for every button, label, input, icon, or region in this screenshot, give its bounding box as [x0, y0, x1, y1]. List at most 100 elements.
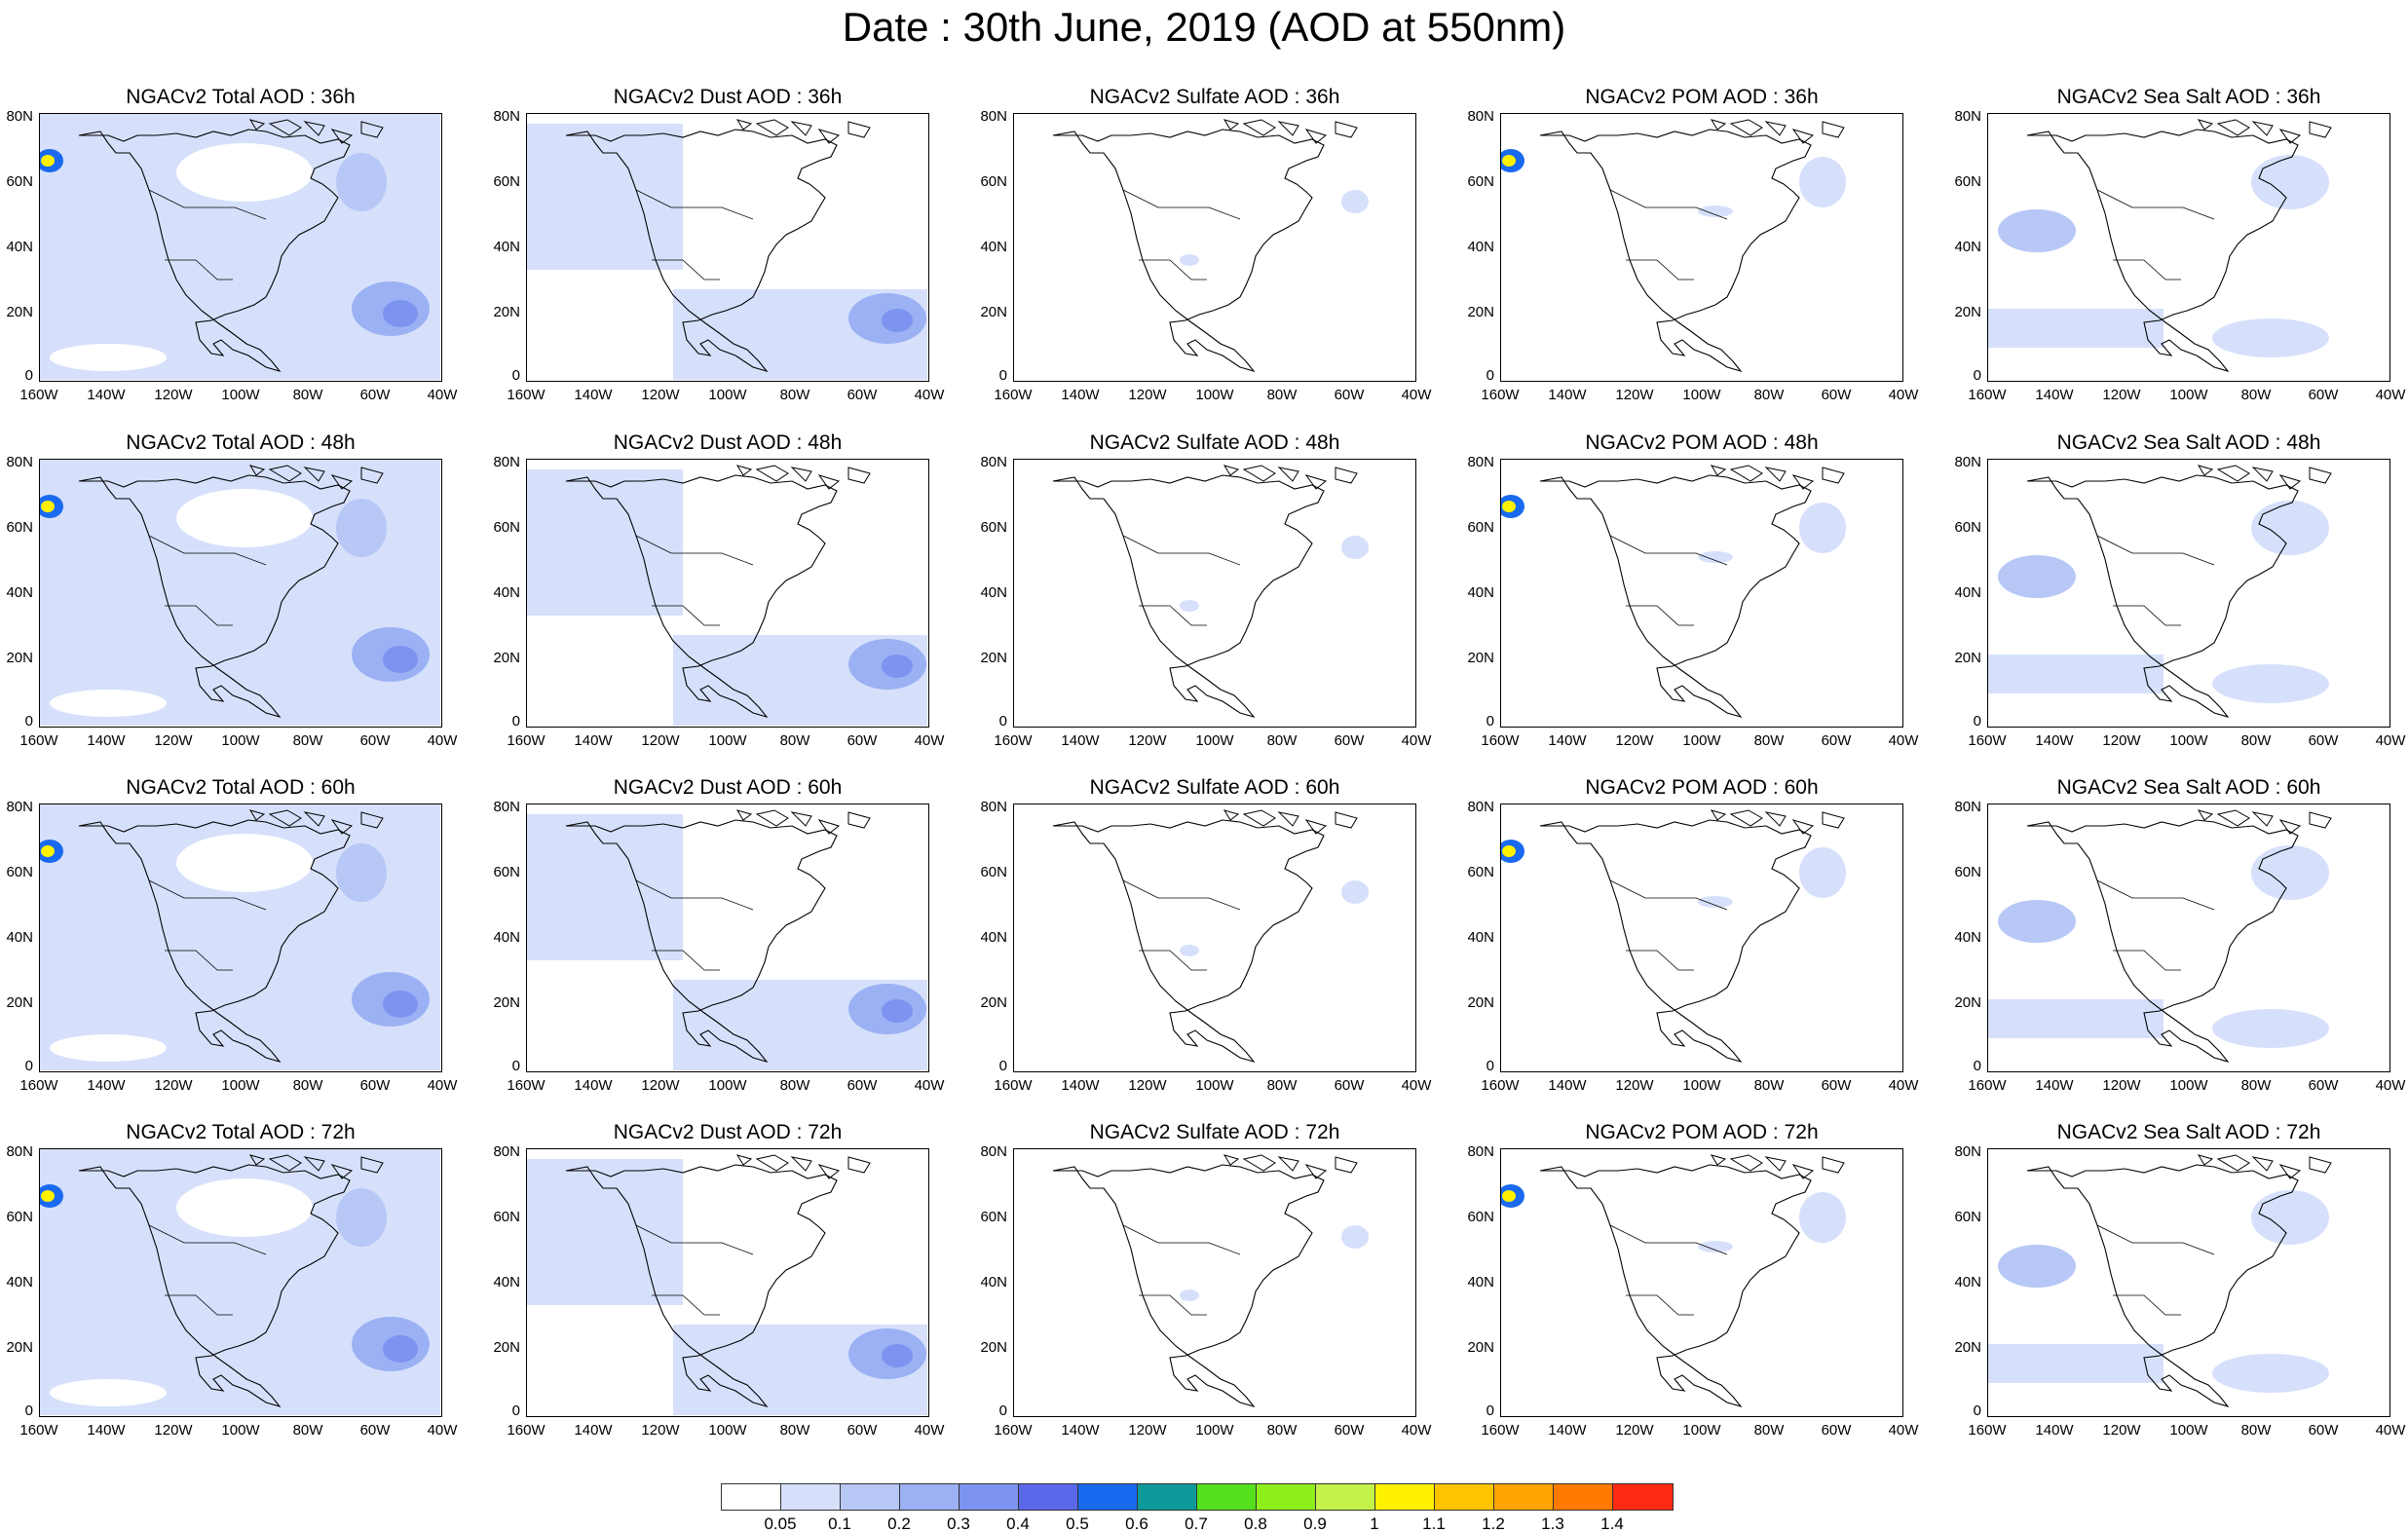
lat-label: 20N — [6, 304, 33, 320]
lon-label: 40W — [1888, 387, 1919, 403]
lon-label: 60W — [847, 1077, 878, 1094]
aod-map — [1988, 809, 2332, 1064]
lat-label: 0 — [1973, 713, 1981, 729]
arctic-islands — [248, 1154, 384, 1179]
lat-label: 40N — [6, 929, 33, 946]
lon-label: 140W — [574, 1422, 613, 1439]
lon-label: 40W — [914, 1422, 945, 1439]
lat-label: 80N — [6, 1143, 33, 1160]
lat-label: 80N — [1954, 108, 1981, 125]
colorbar-label: 0.5 — [1066, 1514, 1089, 1533]
country-borders — [1609, 1224, 1728, 1316]
lat-label: 80N — [1467, 454, 1494, 470]
aod-map — [40, 804, 440, 1070]
lon-label: 100W — [221, 387, 260, 403]
coastline — [565, 129, 838, 373]
lon-label: 120W — [2102, 732, 2141, 749]
colorbar-box — [1435, 1484, 1494, 1510]
lon-label: 60W — [847, 732, 878, 749]
lat-label: 80N — [6, 454, 33, 470]
aod-field-light — [1799, 157, 1846, 207]
lon-label: 140W — [2035, 1422, 2074, 1439]
lat-label: 60N — [980, 519, 1007, 536]
lat-label: 60N — [6, 864, 33, 880]
colorbar-box — [1613, 1484, 1673, 1510]
lat-label: 40N — [1954, 584, 1981, 601]
arctic-islands — [735, 809, 871, 835]
arctic-islands — [735, 119, 871, 144]
lon-label: 160W — [507, 732, 546, 749]
lon-label: 120W — [154, 1422, 193, 1439]
country-borders — [148, 189, 267, 280]
lat-label: 0 — [998, 367, 1007, 384]
map-panel-sulfate: NGACv2 Sulfate AOD : 36h 80N 60N 40N 20N 0 160… — [974, 86, 1431, 411]
coastline — [1052, 1164, 1325, 1408]
panel-title: NGACv2 Sulfate AOD : 72h — [1089, 1121, 1340, 1143]
lon-label: 80W — [292, 1422, 323, 1439]
aod-field-light — [2251, 501, 2329, 555]
lon-label: 80W — [2240, 387, 2272, 403]
aod-map — [40, 114, 440, 380]
lon-label: 140W — [574, 387, 613, 403]
map-panel-total: NGACv2 Total AOD : 60h 80N 60N 40N 20N 0 160W 1… — [0, 776, 457, 1102]
lat-label: 80N — [493, 799, 520, 815]
country-borders — [148, 879, 267, 971]
aod-map — [1501, 465, 1846, 719]
coastline — [1052, 474, 1325, 719]
aod-high-area — [882, 1344, 913, 1367]
panel-title: NGACv2 POM AOD : 36h — [1585, 86, 1819, 108]
coastline — [1539, 819, 1812, 1064]
coastline — [1539, 474, 1812, 719]
lon-label: 80W — [1753, 387, 1785, 403]
aod-plume-core — [1502, 501, 1516, 512]
aod-clear-area — [50, 1034, 167, 1062]
lon-label: 120W — [154, 732, 193, 749]
colorbar-box — [781, 1484, 841, 1510]
lon-label: 100W — [708, 1077, 747, 1094]
lat-label: 80N — [1954, 1143, 1981, 1160]
lon-label: 80W — [292, 732, 323, 749]
colorbar-box — [1138, 1484, 1197, 1510]
panel-title: NGACv2 Sea Salt AOD : 36h — [2056, 86, 2321, 108]
lon-label: 80W — [1753, 732, 1785, 749]
lat-label: 40N — [493, 1274, 520, 1290]
lon-label: 120W — [154, 387, 193, 403]
map-panel-dust: NGACv2 Dust AOD : 48h 80N 60N 40N 20N 0 160W 14… — [487, 431, 944, 757]
lat-label: 40N — [1954, 239, 1981, 255]
aod-map — [1988, 465, 2332, 719]
aod-plume-core — [1502, 155, 1516, 167]
map-frame — [1500, 113, 1903, 382]
lon-label: 140W — [574, 732, 613, 749]
panel-title: NGACv2 Sea Salt AOD : 72h — [2056, 1121, 2321, 1143]
aod-field-light — [1180, 1290, 1199, 1301]
lat-label: 0 — [511, 367, 520, 384]
aod-high-area — [882, 654, 913, 678]
lon-label: 80W — [779, 732, 810, 749]
lat-label: 60N — [6, 519, 33, 536]
lon-label: 40W — [427, 1422, 458, 1439]
lon-label: 160W — [1968, 387, 2007, 403]
aod-high-area — [383, 300, 418, 327]
aod-field-light — [1799, 503, 1846, 553]
lon-label: 60W — [359, 732, 391, 749]
lat-label: 40N — [1467, 929, 1494, 946]
lat-label: 60N — [1954, 864, 1981, 880]
lon-label: 120W — [1128, 1422, 1167, 1439]
lon-label: 140W — [574, 1077, 613, 1094]
lat-label: 60N — [6, 1209, 33, 1225]
country-borders — [635, 1224, 754, 1316]
lon-label: 40W — [427, 1077, 458, 1094]
lat-label: 20N — [6, 650, 33, 666]
map-frame — [1987, 459, 2390, 728]
lat-label: 20N — [1467, 1339, 1494, 1356]
colorbar-label: 0.2 — [887, 1514, 911, 1533]
aod-map — [1988, 119, 2332, 373]
lon-label: 40W — [2375, 1422, 2406, 1439]
lon-label: 160W — [19, 387, 58, 403]
map-frame — [39, 804, 442, 1072]
lon-label: 160W — [19, 1077, 58, 1094]
aod-map — [527, 1154, 927, 1415]
lon-label: 140W — [1548, 732, 1587, 749]
aod-plume-core — [1502, 1190, 1516, 1202]
